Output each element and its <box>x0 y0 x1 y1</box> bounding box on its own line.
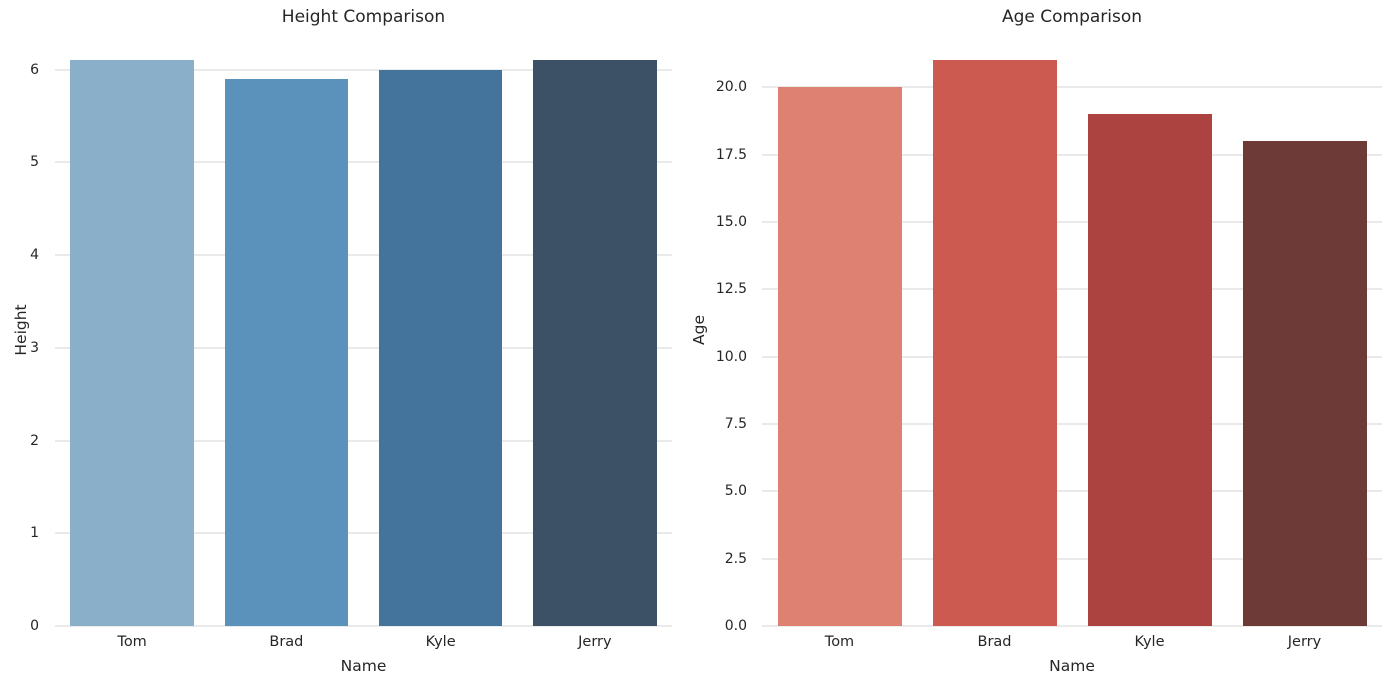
x-tick-label: Kyle <box>1134 634 1165 650</box>
gridline <box>55 69 672 71</box>
gridline <box>762 86 1382 88</box>
bar-jerry <box>533 60 657 626</box>
bar-kyle <box>378 69 503 626</box>
gridline <box>55 347 672 349</box>
y-tick-label: 10.0 <box>715 348 747 365</box>
y-tick-label: 5 <box>30 154 39 171</box>
x-tick-label: Tom <box>117 634 147 650</box>
y-tick-label: 2 <box>30 432 39 449</box>
y-tick-label: 12.5 <box>715 281 747 298</box>
gridline <box>55 440 672 442</box>
y-tick-label: 7.5 <box>724 415 747 432</box>
bar-brad <box>224 78 349 626</box>
x-tick-label: Tom <box>824 634 855 650</box>
y-axis-label: Age <box>690 315 708 345</box>
x-axis-ticks: Tom Brad Kyle Jerry <box>55 634 672 650</box>
plot-area <box>762 32 1382 627</box>
y-tick-label: 1 <box>30 525 39 542</box>
bar-brad <box>932 60 1057 626</box>
x-axis-label: Name <box>1049 657 1095 675</box>
gridline <box>762 154 1382 156</box>
bar-jerry <box>1242 141 1367 626</box>
gridline <box>55 161 672 163</box>
gridline <box>762 625 1382 627</box>
x-tick-label: Jerry <box>578 634 612 650</box>
gridline <box>55 254 672 256</box>
x-tick-label: Jerry <box>1287 634 1322 650</box>
y-tick-label: 0 <box>30 618 39 634</box>
gridline <box>762 490 1382 492</box>
y-axis-label: Height <box>12 304 30 356</box>
y-tick-label: 17.5 <box>715 146 747 163</box>
bar-tom <box>70 60 194 626</box>
y-tick-label: 3 <box>30 339 39 356</box>
gridline <box>55 625 672 627</box>
gridline <box>762 423 1382 425</box>
bar-kyle <box>1087 114 1212 626</box>
x-tick-label: Brad <box>269 634 304 650</box>
gridline <box>762 221 1382 223</box>
gridline <box>762 558 1382 560</box>
bar-tom <box>777 87 902 626</box>
gridline <box>762 356 1382 358</box>
y-tick-label: 20.0 <box>715 79 747 96</box>
y-tick-label: 5.0 <box>724 483 747 500</box>
y-axis-ticks: 0 1 2 3 4 5 6 <box>0 32 47 633</box>
chart-title: Age Comparison <box>1001 7 1143 27</box>
x-tick-label: Kyle <box>425 634 456 650</box>
y-tick-label: 2.5 <box>724 550 747 567</box>
gridline <box>55 532 672 534</box>
x-axis-ticks: Tom Brad Kyle Jerry <box>762 634 1382 650</box>
chart-title: Height Comparison <box>281 7 446 27</box>
y-tick-label: 4 <box>30 247 39 264</box>
y-tick-label: 0.0 <box>724 618 747 634</box>
x-tick-label: Brad <box>977 634 1012 650</box>
y-axis-ticks: 0.0 2.5 5.0 7.5 10.0 12.5 15.0 17.5 20.0 <box>700 32 755 633</box>
plot-area <box>55 32 672 627</box>
y-tick-label: 15.0 <box>715 213 747 230</box>
x-axis-label: Name <box>340 657 387 675</box>
gridline <box>762 288 1382 290</box>
y-tick-label: 6 <box>30 61 39 78</box>
